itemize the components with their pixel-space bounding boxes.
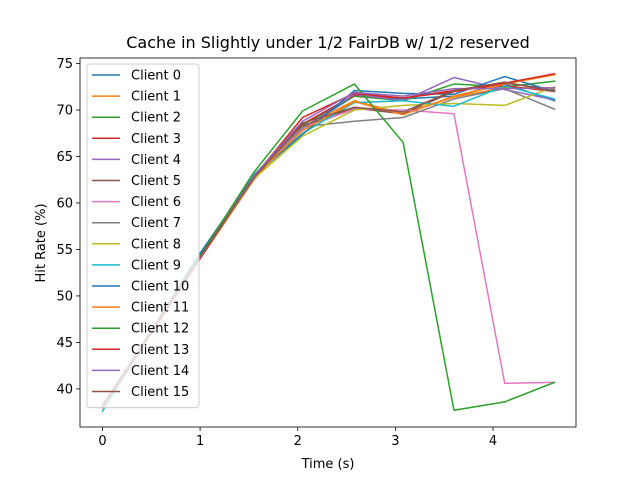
y-tick-label: 75 <box>56 57 73 72</box>
legend-label: Client 3 <box>131 132 181 147</box>
x-tick-label: 4 <box>489 434 497 449</box>
plot-area <box>101 72 556 413</box>
y-tick-label: 55 <box>56 243 73 258</box>
legend-label: Client 6 <box>131 195 181 210</box>
legend-label: Client 11 <box>131 301 189 316</box>
axes-frame <box>79 57 577 428</box>
legend-label: Client 2 <box>131 111 181 126</box>
legend-label: Client 14 <box>131 364 189 379</box>
legend-label: Client 7 <box>131 216 181 231</box>
legend-label: Client 1 <box>131 90 181 105</box>
y-tick-label: 40 <box>56 382 73 397</box>
legend-label: Client 8 <box>131 237 181 252</box>
axes: 0 1 2 3 4 40 45 50 55 60 65 70 75 <box>56 57 577 449</box>
x-tick-label: 3 <box>391 434 399 449</box>
legend-label: Client 12 <box>131 322 189 337</box>
x-tick-label: 0 <box>98 434 106 449</box>
y-tick-label: 50 <box>56 289 73 304</box>
legend-label: Client 4 <box>131 153 181 168</box>
y-tick-label: 60 <box>56 196 73 211</box>
legend: Client 0 Client 1 Client 2 Client 3 Client 4… <box>86 63 200 409</box>
legend-label: Client 13 <box>131 343 189 358</box>
legend-label: Client 10 <box>131 280 189 295</box>
x-tick-label: 2 <box>294 434 302 449</box>
series-line-12 <box>101 83 556 412</box>
y-tick-label: 70 <box>56 104 73 119</box>
legend-label: Client 0 <box>131 69 181 84</box>
legend-label: Client 9 <box>131 258 181 273</box>
legend-label: Client 15 <box>131 385 189 400</box>
x-axis-label: Time (s) <box>301 457 355 472</box>
legend-label: Client 5 <box>131 174 181 189</box>
x-tick-label: 1 <box>196 434 204 449</box>
chart-title: Cache in Slightly under 1/2 FairDB w/ 1/… <box>126 33 530 52</box>
y-tick-label: 45 <box>56 336 73 351</box>
y-axis-label: Hit Rate (%) <box>34 203 49 282</box>
legend-box <box>86 63 200 409</box>
y-tick-label: 65 <box>56 150 73 165</box>
series-line-15 <box>101 81 556 408</box>
